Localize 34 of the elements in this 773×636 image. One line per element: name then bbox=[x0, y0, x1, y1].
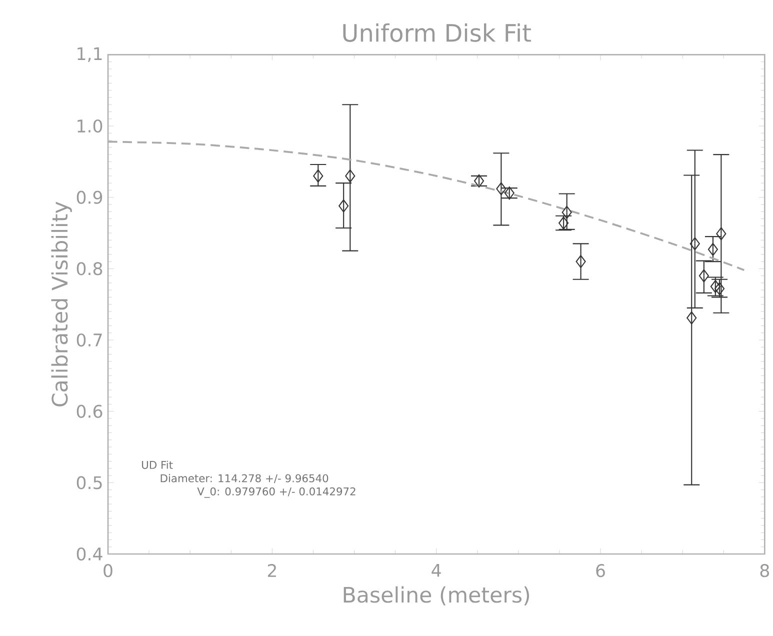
point bbox=[576, 255, 586, 268]
y-axis-title: Calibrated Visibility bbox=[51, 202, 72, 406]
annotation: Diameter: 114.278 +/- 9.96540 bbox=[160, 474, 328, 484]
chart-title: Uniform Disk Fit bbox=[343, 23, 531, 42]
x-tick-label: 0 bbox=[104, 564, 112, 578]
point bbox=[338, 199, 349, 212]
point bbox=[698, 269, 709, 282]
x-axis-title: Baseline (meters) bbox=[344, 586, 530, 606]
point bbox=[562, 206, 572, 219]
point bbox=[504, 186, 514, 200]
point bbox=[474, 174, 484, 188]
y-tick-label: 0.7 bbox=[76, 333, 102, 347]
point bbox=[686, 311, 697, 324]
y-tick-label: 0.6 bbox=[76, 404, 102, 418]
y-tick-label: 1,1 bbox=[78, 47, 102, 62]
point bbox=[558, 216, 569, 230]
x-tick-label: 8 bbox=[760, 564, 770, 578]
y-tick-label: 0.5 bbox=[76, 476, 102, 490]
x-tick-label: 4 bbox=[432, 564, 441, 577]
point bbox=[313, 169, 324, 182]
y-tick-label: 0.4 bbox=[76, 547, 102, 561]
annotation: UD Fit bbox=[142, 460, 173, 469]
x-tick-label: 2 bbox=[268, 564, 276, 577]
point bbox=[345, 169, 356, 182]
x-tick-label: 6 bbox=[596, 564, 605, 578]
y-tick-label: 1.0 bbox=[78, 119, 102, 133]
point bbox=[708, 242, 718, 256]
y-tick-label: 0.9 bbox=[76, 190, 102, 204]
annotation: V_0: 0.979760 +/- 0.0142972 bbox=[197, 487, 356, 498]
point bbox=[690, 237, 700, 250]
point bbox=[716, 227, 726, 240]
point bbox=[496, 182, 506, 196]
y-tick-label: 0.8 bbox=[76, 262, 102, 276]
point bbox=[710, 280, 720, 294]
